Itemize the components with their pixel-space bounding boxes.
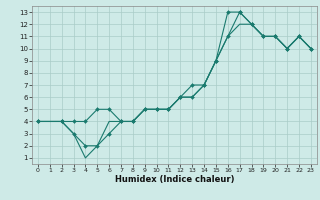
X-axis label: Humidex (Indice chaleur): Humidex (Indice chaleur) bbox=[115, 175, 234, 184]
